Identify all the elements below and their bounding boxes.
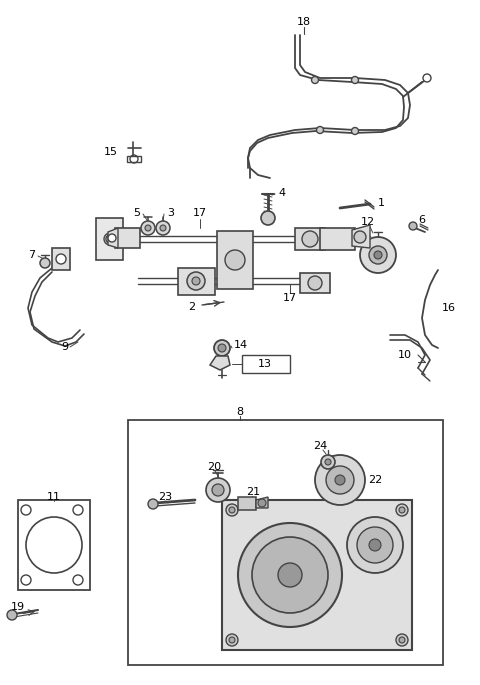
Circle shape	[192, 277, 200, 285]
Circle shape	[145, 225, 151, 231]
Circle shape	[302, 231, 318, 247]
Circle shape	[73, 505, 83, 515]
Text: 7: 7	[28, 250, 35, 260]
Polygon shape	[115, 228, 140, 248]
Circle shape	[399, 637, 405, 643]
Circle shape	[357, 527, 393, 563]
Circle shape	[229, 507, 235, 513]
Text: 11: 11	[47, 492, 61, 502]
Polygon shape	[217, 231, 253, 289]
Circle shape	[423, 74, 431, 82]
Circle shape	[326, 466, 354, 494]
Circle shape	[258, 499, 266, 507]
Circle shape	[26, 517, 82, 573]
Circle shape	[374, 251, 382, 259]
Circle shape	[308, 276, 322, 290]
Circle shape	[399, 507, 405, 513]
Circle shape	[40, 258, 50, 268]
Polygon shape	[210, 356, 230, 370]
Polygon shape	[178, 268, 215, 295]
Circle shape	[360, 237, 396, 273]
Circle shape	[396, 634, 408, 646]
Text: 19: 19	[11, 602, 25, 612]
Circle shape	[212, 484, 224, 496]
Circle shape	[108, 234, 116, 242]
Polygon shape	[352, 225, 370, 248]
Bar	[222, 500, 412, 650]
Text: 12: 12	[361, 217, 375, 227]
Polygon shape	[52, 248, 70, 270]
Text: 22: 22	[368, 475, 382, 485]
Circle shape	[148, 499, 158, 509]
Polygon shape	[295, 228, 325, 250]
Circle shape	[225, 250, 245, 270]
Circle shape	[226, 634, 238, 646]
Circle shape	[21, 505, 31, 515]
Text: 10: 10	[398, 350, 412, 360]
Text: 15: 15	[104, 147, 118, 157]
Text: 24: 24	[313, 441, 327, 451]
Circle shape	[316, 127, 324, 134]
Bar	[18, 500, 90, 590]
Circle shape	[104, 233, 116, 245]
Text: 13: 13	[258, 359, 272, 369]
Text: 1: 1	[378, 198, 385, 208]
Circle shape	[56, 254, 66, 264]
Circle shape	[396, 504, 408, 516]
Circle shape	[325, 459, 331, 465]
Polygon shape	[238, 497, 256, 510]
Bar	[242, 355, 290, 373]
Polygon shape	[320, 228, 355, 250]
Circle shape	[73, 575, 83, 585]
Circle shape	[351, 127, 359, 134]
Circle shape	[315, 455, 365, 505]
Polygon shape	[108, 228, 118, 248]
Text: 6: 6	[418, 215, 425, 225]
Text: 16: 16	[442, 303, 456, 313]
Polygon shape	[256, 497, 268, 508]
Circle shape	[187, 272, 205, 290]
Circle shape	[278, 563, 302, 587]
Text: 17: 17	[283, 293, 297, 303]
Circle shape	[312, 77, 319, 84]
Circle shape	[106, 235, 114, 243]
Text: 18: 18	[297, 17, 311, 27]
Polygon shape	[96, 218, 123, 260]
Text: 3: 3	[167, 208, 174, 218]
Circle shape	[369, 539, 381, 551]
Text: 9: 9	[61, 342, 68, 352]
Circle shape	[369, 246, 387, 264]
Circle shape	[229, 637, 235, 643]
Circle shape	[160, 225, 166, 231]
Circle shape	[252, 537, 328, 613]
Circle shape	[261, 211, 275, 225]
Text: 21: 21	[246, 487, 260, 497]
Circle shape	[226, 504, 238, 516]
Bar	[128, 420, 443, 665]
Circle shape	[335, 475, 345, 485]
Circle shape	[214, 340, 230, 356]
Text: 8: 8	[237, 407, 243, 417]
Circle shape	[156, 221, 170, 235]
Circle shape	[21, 575, 31, 585]
Circle shape	[218, 344, 226, 352]
Circle shape	[238, 523, 342, 627]
Text: 23: 23	[158, 492, 172, 502]
Text: 17: 17	[193, 208, 207, 218]
Circle shape	[347, 517, 403, 573]
Circle shape	[206, 478, 230, 502]
Text: 5: 5	[133, 208, 140, 218]
Circle shape	[7, 610, 17, 620]
Text: 20: 20	[207, 462, 221, 472]
Bar	[300, 273, 330, 293]
Circle shape	[409, 222, 417, 230]
Circle shape	[354, 231, 366, 243]
Circle shape	[141, 221, 155, 235]
Circle shape	[321, 455, 335, 469]
Text: 14: 14	[234, 340, 248, 350]
Text: 4: 4	[278, 188, 285, 198]
Circle shape	[351, 77, 359, 84]
Text: 2: 2	[188, 302, 195, 312]
